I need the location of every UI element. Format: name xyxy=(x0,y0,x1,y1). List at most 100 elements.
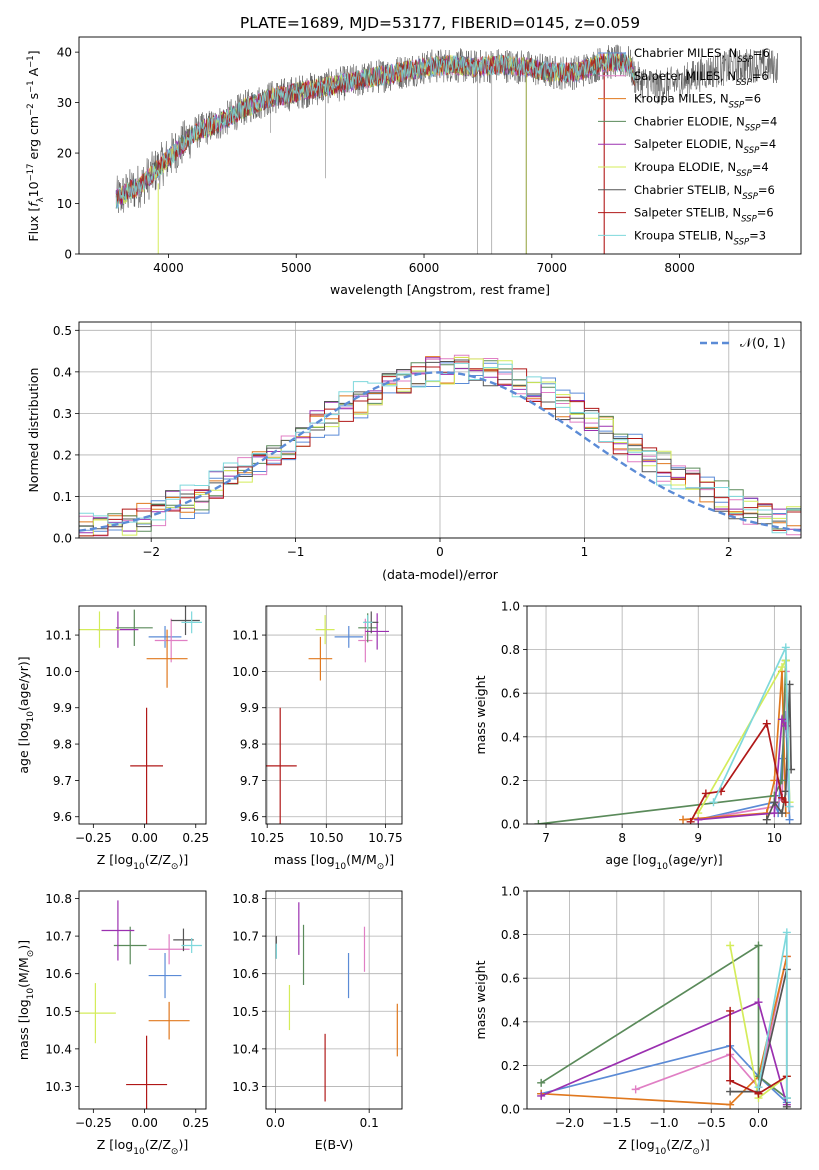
mass-weight-vs-Z-y-axis-label: mass weight xyxy=(473,960,488,1039)
age-vs-Z-x-axis-label-part: 10 xyxy=(133,862,145,872)
weight-marker-kroupa-stelib xyxy=(709,798,718,807)
y-tick-label: 9.6 xyxy=(240,810,259,824)
x-tick-label: 0.1 xyxy=(360,1116,379,1130)
x-tick-label: −1 xyxy=(287,545,305,559)
spectrum-panel-plot-area xyxy=(115,44,778,254)
weight-marker-kroupa-stelib xyxy=(754,1083,763,1092)
weight-marker-chabrier-miles xyxy=(785,815,794,824)
x-tick-label: −2.0 xyxy=(555,1116,584,1130)
x-tick-label: 8 xyxy=(618,831,626,845)
legend-label-tail: =6 xyxy=(752,69,769,83)
age-vs-mass-x-axis-label-part: mass [log xyxy=(274,852,335,867)
y-tick-label: 20 xyxy=(57,147,72,161)
x-tick-label: 6000 xyxy=(409,261,440,275)
x-tick-label: 7 xyxy=(542,831,550,845)
weight-marker-salpeter-miles xyxy=(631,1085,640,1094)
legend-label-base: Chabrier ELODIE, N xyxy=(634,114,745,128)
x-tick-label: 10.25 xyxy=(250,831,284,845)
weight-marker-kroupa-miles xyxy=(726,1100,735,1109)
y-tick-label: 0.6 xyxy=(501,687,520,701)
x-tick-label: 1 xyxy=(581,545,589,559)
y-tick-label: 0.0 xyxy=(501,818,520,832)
weight-marker-salpeter-stelib xyxy=(781,798,790,807)
spectrum-panel: 4000 5000 6000 7000 8000 0 10 20 30 40 Chabrier MI… xyxy=(26,36,802,297)
spectrum-y-axis-label-part: f xyxy=(26,201,41,207)
legend-label-salpeter-miles: Salpeter MILES, NSSP=6 xyxy=(634,69,769,88)
mass-vs-extinction-panel: 0.0 0.1 10.3 10.4 10.5 10.6 10.7 10.8 E(B-V) xyxy=(232,890,403,1152)
legend-label-tail: =4 xyxy=(752,160,769,174)
age-vs-Z-panel-plot-area xyxy=(79,606,202,824)
weight-marker-salpeter-stelib xyxy=(701,789,710,798)
mass-weight-vs-age-panel-grid xyxy=(527,606,801,824)
age-vs-Z-y-axis-label: age [log10(age/yr)] xyxy=(16,656,36,773)
y-tick-label: 1.0 xyxy=(501,600,520,614)
y-tick-label: 10.8 xyxy=(232,892,259,906)
legend-label-tail: =6 xyxy=(757,206,774,220)
mass-vs-Z-panel-marks xyxy=(79,900,202,1109)
y-tick-label: 0.0 xyxy=(53,532,72,546)
legend-label-base: Kroupa STELIB, N xyxy=(634,228,734,242)
weight-line-salpeter-stelib xyxy=(729,1010,788,1095)
mass-weight-vs-age-y-axis-label: mass weight xyxy=(473,675,488,754)
age-vs-Z-y-axis-label-part: age [log xyxy=(16,722,31,773)
mass-weight-vs-age-panel-plot-area xyxy=(527,606,801,824)
weight-marker-kroupa-stelib xyxy=(782,928,791,937)
weight-marker-chabrier-elodie xyxy=(534,820,543,824)
y-tick-label: 10.4 xyxy=(45,1042,72,1056)
y-tick-label: 10.4 xyxy=(232,1042,259,1056)
y-tick-label: 9.7 xyxy=(240,774,259,788)
spectrum-x-axis-label: wavelength [Angstrom, rest frame] xyxy=(330,282,550,297)
mass-vs-extinction-panel-frame xyxy=(265,890,403,1110)
residual-panel-plot-area xyxy=(79,322,801,538)
legend-label-sub: SSP xyxy=(729,101,745,111)
x-tick-label: 10 xyxy=(767,831,782,845)
x-tick-label: 9 xyxy=(694,831,702,845)
y-tick-label: 0.4 xyxy=(501,730,520,744)
model-spectrum-kroupa-stelib xyxy=(115,52,635,209)
x-tick-label: 10.50 xyxy=(309,831,343,845)
spectrum-panel-marks xyxy=(115,44,778,254)
legend-label-base: Kroupa MILES, N xyxy=(634,92,729,106)
spectrum-y-axis-label-part: −1 xyxy=(26,55,36,68)
x-tick-label: 0.0 xyxy=(266,1116,285,1130)
mass-vs-Z-x-axis-label-part: )] xyxy=(178,1137,188,1152)
age-vs-Z-x-axis-label-part: (Z/Z xyxy=(145,852,171,867)
y-tick-label: 10.6 xyxy=(232,967,259,981)
weight-marker-chabrier-stelib xyxy=(726,1087,735,1096)
normal-distribution-curve xyxy=(79,371,801,532)
spectrum-y-axis-label-part: ] xyxy=(26,50,41,55)
age-vs-mass-panel-marks xyxy=(266,611,389,824)
y-tick-label: 10.6 xyxy=(45,967,72,981)
legend-label-sub: SSP xyxy=(741,215,757,225)
x-tick-label: 8000 xyxy=(664,261,695,275)
x-tick-label: 0 xyxy=(436,545,444,559)
age-vs-Z-panel: −0.25 0.00 0.259.69.79.89.910.010.1Z [log1… xyxy=(16,605,209,872)
mass-vs-Z-x-axis-label-part: Z [log xyxy=(97,1137,133,1152)
age-vs-Z-y-axis-label-part: (age/yr)] xyxy=(16,656,31,711)
legend-label-base: Chabrier MILES, N xyxy=(634,46,737,60)
y-tick-label: 9.9 xyxy=(53,701,72,715)
y-tick-label: 10.0 xyxy=(232,665,259,679)
legend-label-tail: =3 xyxy=(749,228,766,242)
legend-label-sub: SSP xyxy=(744,146,760,156)
legend-label-chabrier-elodie: Chabrier ELODIE, NSSP=4 xyxy=(634,114,777,133)
mass-weight-vs-Z-y-axis-label-wrap: mass weight xyxy=(473,960,488,1039)
mass-weight-vs-Z-panel-marks xyxy=(537,928,791,1109)
spectrum-panel-frame xyxy=(78,36,802,255)
mass-weight-vs-Z-x-axis-label-part: Z [log xyxy=(618,1137,654,1152)
x-tick-label: −0.25 xyxy=(75,1116,112,1130)
mass-weight-vs-age-x-axis-label: age [log10(age/yr)] xyxy=(605,852,722,872)
mass-weight-vs-Z-x-axis-label-part: )] xyxy=(700,1137,710,1152)
weight-marker-chabrier-elodie xyxy=(537,1078,546,1087)
age-vs-Z-x-axis-label-part: ⊙ xyxy=(171,862,179,872)
age-vs-Z-y-axis-label-part: 10 xyxy=(26,711,36,723)
residual-y-axis-label-wrap: Normed distribution xyxy=(26,368,41,493)
legend-label-chabrier-stelib: Chabrier STELIB, NSSP=6 xyxy=(634,183,775,202)
x-tick-label: −0.25 xyxy=(75,831,112,845)
mass-vs-extinction-panel-plot-area xyxy=(266,891,402,1109)
spectrum-y-axis-label-part: erg cm xyxy=(26,116,41,164)
weight-marker-kroupa-elodie xyxy=(726,941,735,950)
spectrum-y-axis-label-part: A xyxy=(26,67,41,80)
y-tick-label: 40 xyxy=(57,46,72,60)
